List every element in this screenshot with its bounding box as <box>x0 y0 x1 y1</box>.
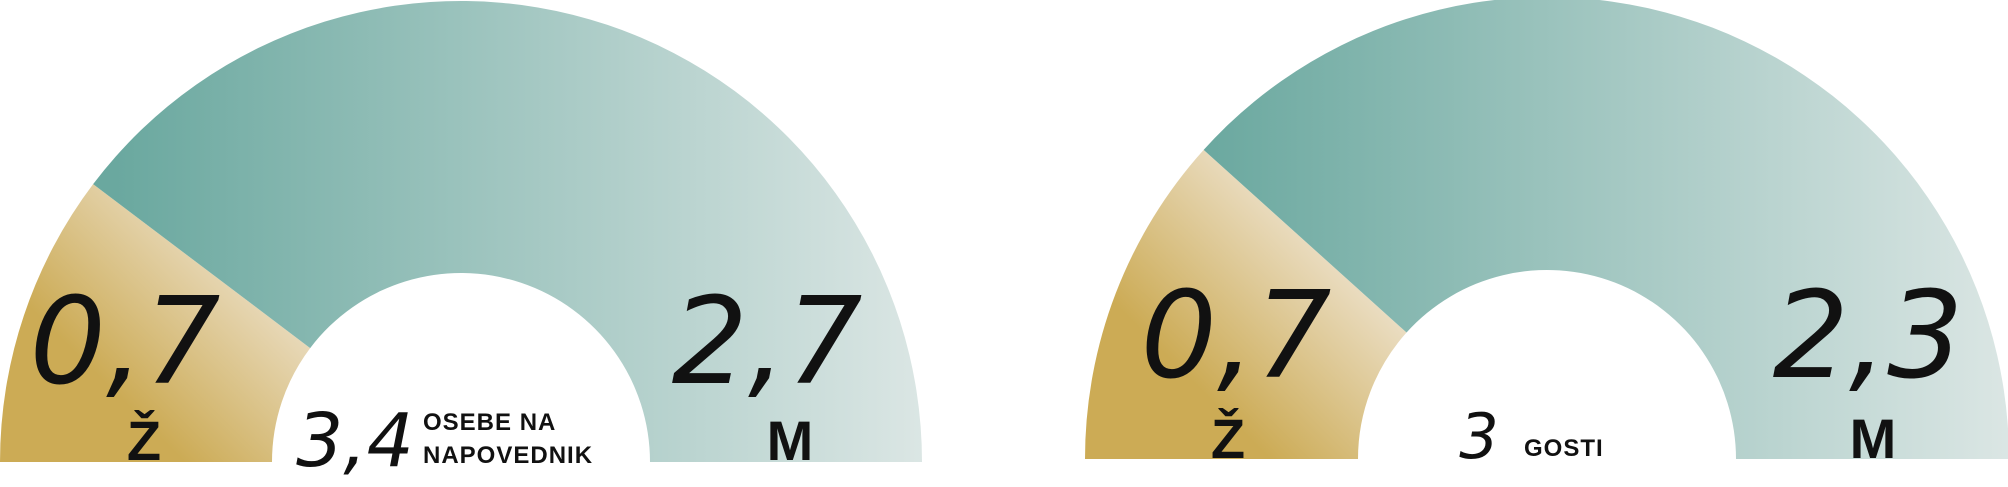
value-label-men: 2,7 <box>672 273 863 412</box>
chart-napovedniki: 0,7 2,7 Ž M 3,4 OSEBE NA NAPOVEDNIK <box>0 1 922 484</box>
category-label-women: Ž <box>127 409 161 472</box>
total-value: 3 <box>1459 400 1498 473</box>
value-label-men: 2,3 <box>1773 267 1964 406</box>
value-label-women: 0,7 <box>1141 267 1332 406</box>
caption-line-1: GOSTI <box>1524 435 1604 462</box>
segment-women <box>1085 149 1407 459</box>
segment-men <box>93 1 922 462</box>
caption-line-1: OSEBE NA <box>423 409 556 436</box>
chart-gosti: 0,7 2,3 Ž M 3 GOSTI <box>1085 0 2008 473</box>
category-label-men: M <box>1850 407 1897 470</box>
category-label-women: Ž <box>1211 407 1245 470</box>
segment-women <box>0 184 311 463</box>
caption-line-2: NAPOVEDNIK <box>423 442 593 469</box>
segment-men <box>1203 0 2008 459</box>
total-value: 3,4 <box>296 398 414 484</box>
category-label-men: M <box>767 409 814 472</box>
value-label-women: 0,7 <box>30 273 221 412</box>
